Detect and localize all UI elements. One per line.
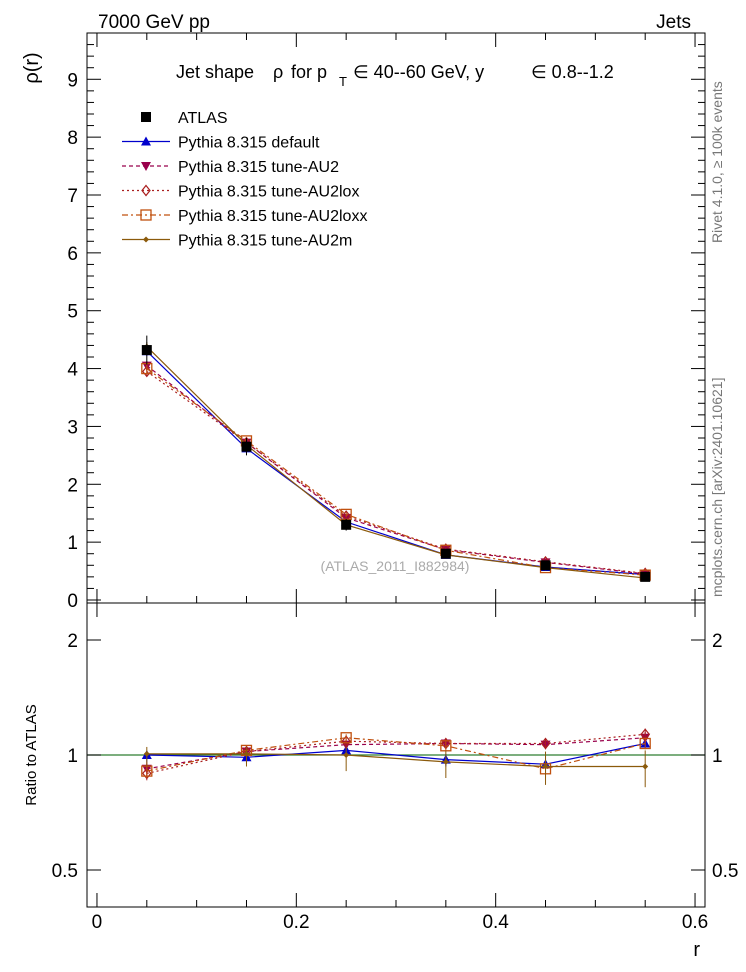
xlabel: r — [693, 939, 700, 961]
legend-entry: Pythia 8.315 tune-AU2 — [122, 159, 339, 176]
legend-entry: Pythia 8.315 default — [122, 135, 320, 152]
legend-label: Pythia 8.315 tune-AU2loxx — [178, 208, 367, 225]
ratio-series-5 — [143, 746, 649, 788]
ratio-point — [540, 737, 551, 750]
legend-label: Pythia 8.315 tune-AU2lox — [178, 184, 359, 201]
legend-label: Pythia 8.315 tune-AU2 — [178, 159, 339, 176]
ratio-point — [142, 767, 152, 780]
title-range: ∈ 40--60 GeV, y — [353, 62, 484, 82]
legend-entry: ATLAS — [141, 110, 228, 127]
main-ytick-label: 5 — [67, 302, 78, 323]
ratio-point — [340, 732, 352, 744]
data-point — [341, 519, 352, 530]
data-point — [440, 548, 451, 559]
ratio-ytick-label-right: 1 — [712, 746, 723, 767]
chart-title: Jet shape ρ for p T ∈ 40--60 GeV, y ∈ 0.… — [176, 62, 614, 89]
legend-marker — [143, 236, 149, 243]
series-line — [146, 370, 646, 574]
ratio-line — [146, 742, 646, 765]
main-ytick-label: 6 — [67, 244, 78, 265]
series-1 — [141, 346, 651, 579]
ratio-point — [143, 750, 150, 757]
ratio-ytick-label: 1 — [67, 746, 78, 767]
series-line — [146, 346, 646, 579]
jets-label: Jets — [656, 12, 691, 33]
series-2 — [141, 361, 651, 579]
legend-entry: Pythia 8.315 tune-AU2loxx — [122, 208, 367, 225]
series-line — [146, 368, 646, 576]
xtick-label: 0.4 — [482, 912, 509, 933]
ratio-ytick-label: 0.5 — [52, 861, 78, 882]
title-sub: T — [339, 74, 347, 89]
main-ytick-label: 3 — [67, 417, 78, 438]
main-ytick-label: 8 — [67, 128, 78, 149]
legend-label: ATLAS — [178, 110, 228, 127]
xtick-label: 0.2 — [283, 912, 309, 933]
legend-marker — [141, 112, 151, 122]
legend-marker — [140, 209, 152, 221]
series-4 — [141, 362, 651, 581]
main-ylabel: ρ(r) — [21, 52, 43, 83]
ratio-point — [341, 735, 351, 748]
data-point — [540, 560, 551, 571]
series-line — [146, 365, 646, 575]
ratio-line — [146, 753, 646, 768]
legend-marker — [141, 136, 151, 146]
data-point — [241, 441, 252, 452]
legend-entry: Pythia 8.315 tune-AU2lox — [122, 184, 359, 201]
main-ytick-label: 4 — [67, 360, 78, 381]
ratio-point — [343, 752, 350, 758]
main-ytick-label: 0 — [67, 591, 78, 612]
title-pt: for p — [291, 62, 327, 82]
energy-label: 7000 GeV pp — [98, 12, 210, 33]
mcplots-label: mcplots.cern.ch [arXiv:2401.10621] — [709, 378, 725, 597]
xtick-label: 0 — [92, 912, 103, 933]
ratio-point — [243, 750, 250, 757]
title-prefix: Jet shape — [176, 62, 254, 82]
ratio-point — [639, 737, 651, 750]
legend-label: Pythia 8.315 tune-AU2m — [178, 233, 352, 250]
legend-entry: Pythia 8.315 tune-AU2m — [122, 233, 352, 250]
main-ytick-label: 7 — [67, 186, 78, 207]
analysis-watermark: (ATLAS_2011_I882984) — [321, 558, 470, 574]
ratio-line — [146, 733, 646, 774]
series-5 — [143, 341, 649, 582]
ratio-ylabel: Ratio to ATLAS — [23, 704, 40, 805]
ratio-ytick-label: 2 — [67, 631, 78, 652]
ratio-point — [442, 758, 449, 765]
data-point — [141, 345, 152, 356]
main-ytick-label: 1 — [67, 533, 78, 554]
title-y: ∈ 0.8--1.2 — [531, 62, 614, 82]
data-point — [640, 571, 651, 582]
ratio-ytick-label-right: 0.5 — [712, 861, 738, 882]
ratio-point — [642, 763, 649, 770]
series-line — [146, 350, 646, 576]
legend-label: Pythia 8.315 default — [178, 135, 320, 152]
legend-marker — [141, 162, 151, 171]
xtick-label: 0.6 — [682, 912, 708, 933]
ratio-point — [542, 763, 549, 770]
series-0 — [141, 335, 651, 582]
legend-marker — [141, 184, 151, 197]
main-ytick-label: 9 — [67, 70, 78, 91]
title-symbol: ρ — [273, 62, 283, 82]
ratio-ytick-label-right: 2 — [712, 631, 723, 652]
main-ytick-label: 2 — [67, 475, 78, 496]
series-3 — [142, 365, 650, 580]
rivet-label: Rivet 4.1.0, ≥ 100k events — [709, 81, 725, 243]
